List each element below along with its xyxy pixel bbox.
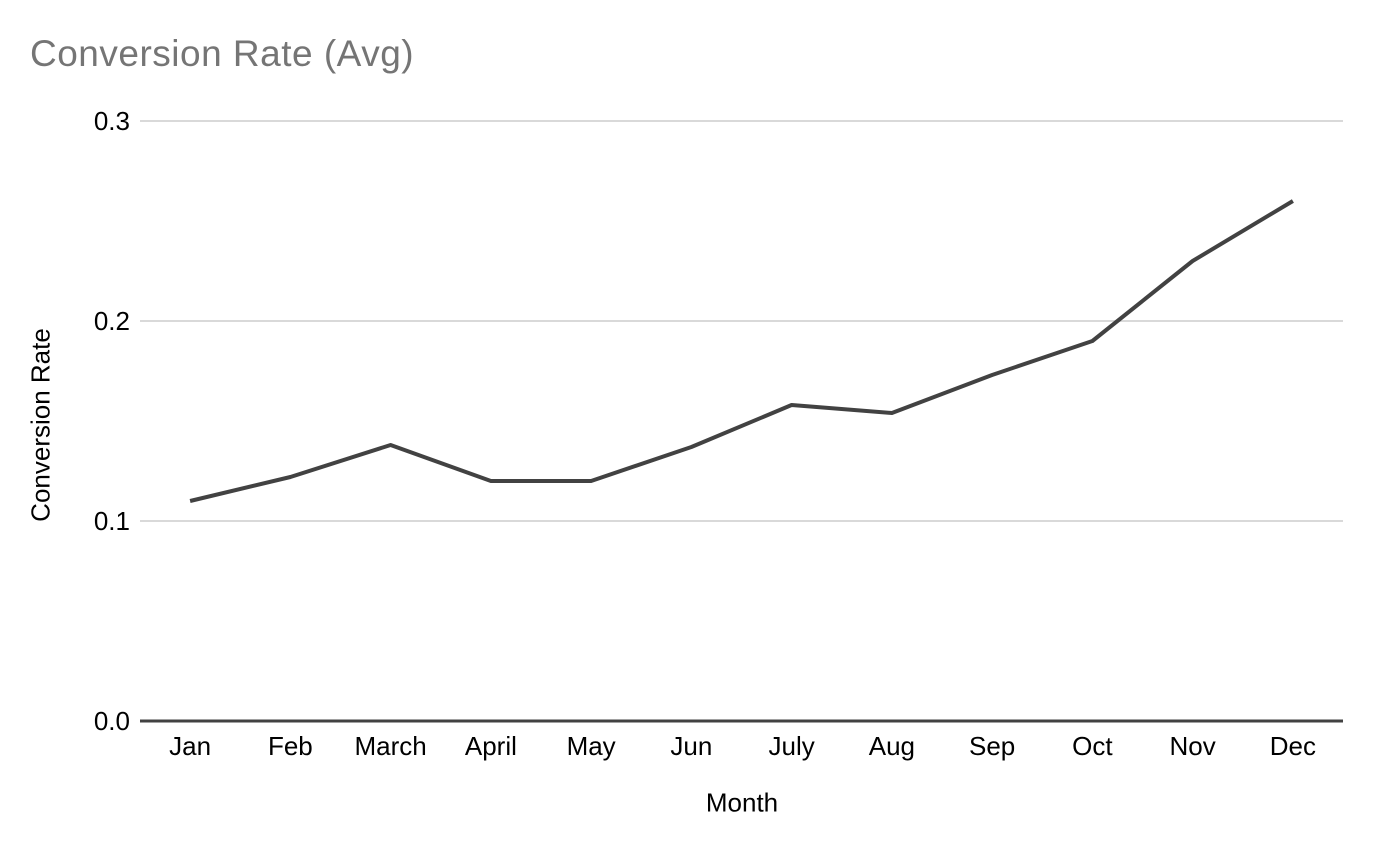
y-tick-label-0.1: 0.1 — [94, 506, 130, 536]
chart-title: Conversion Rate (Avg) — [30, 33, 415, 74]
x-tick-label-July: July — [769, 731, 815, 761]
x-tick-label-Dec: Dec — [1270, 731, 1316, 761]
x-tick-label-Aug: Aug — [869, 731, 915, 761]
x-tick-label-Nov: Nov — [1170, 731, 1216, 761]
y-tick-label-0.0: 0.0 — [94, 706, 130, 736]
y-axis-title: Conversion Rate — [25, 328, 56, 522]
y-tick-label-0.2: 0.2 — [94, 306, 130, 336]
x-tick-label-Oct: Oct — [1072, 731, 1113, 761]
x-tick-label-Sep: Sep — [969, 731, 1015, 761]
x-axis-title: Month — [705, 787, 779, 818]
y-tick-label-0.3: 0.3 — [94, 106, 130, 136]
x-tick-label-Jun: Jun — [670, 731, 712, 761]
x-tick-label-May: May — [567, 731, 616, 761]
x-tick-label-Jan: Jan — [169, 731, 211, 761]
x-tick-label-April: April — [465, 731, 517, 761]
x-tick-label-Feb: Feb — [268, 731, 313, 761]
series-line — [189, 199, 1294, 503]
x-tick-label-March: March — [355, 731, 427, 761]
